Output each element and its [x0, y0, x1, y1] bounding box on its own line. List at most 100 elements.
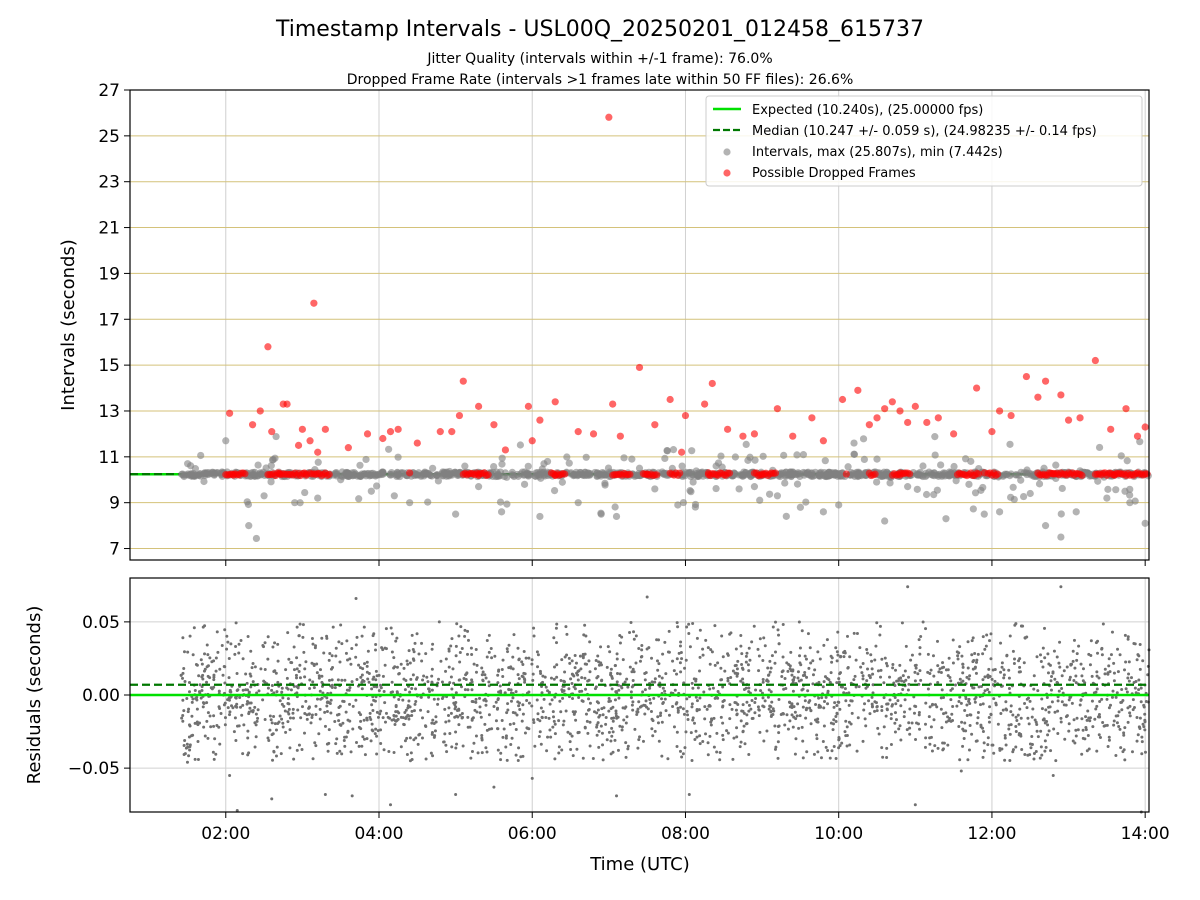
residual-point — [230, 704, 234, 708]
residual-point — [235, 702, 239, 706]
residual-point — [431, 754, 435, 758]
residual-point — [933, 703, 937, 707]
residual-point — [884, 661, 888, 665]
residual-point — [626, 685, 630, 689]
residual-point — [196, 723, 200, 727]
residual-point — [604, 715, 608, 719]
interval-point — [1052, 461, 1060, 469]
residual-point — [748, 658, 752, 662]
residual-point — [624, 741, 628, 745]
residual-outlier-point — [228, 773, 232, 777]
interval-point — [245, 522, 253, 530]
residual-point — [463, 628, 467, 632]
residual-point — [383, 720, 387, 724]
residual-point — [691, 686, 695, 690]
residual-point — [671, 659, 675, 663]
interval-point — [475, 483, 483, 491]
residual-point — [897, 727, 901, 731]
residual-point — [184, 746, 188, 750]
residual-point — [637, 700, 641, 704]
residual-point — [394, 639, 398, 643]
interval-point — [819, 508, 827, 516]
residual-point — [1124, 687, 1128, 691]
interval-point — [850, 450, 859, 458]
residual-point — [1003, 758, 1007, 762]
residual-point — [976, 652, 980, 656]
residual-point — [334, 742, 338, 746]
residual-point — [951, 705, 955, 709]
residual-point — [392, 656, 396, 660]
interval-point — [424, 498, 432, 506]
residual-point — [1018, 670, 1022, 674]
interval-point — [674, 501, 682, 509]
residual-point — [1087, 652, 1091, 656]
residual-point — [565, 653, 569, 657]
residual-point — [566, 730, 570, 734]
residual-point — [855, 631, 859, 635]
residual-point — [346, 658, 350, 662]
dropped-frame-point — [724, 425, 732, 433]
dropped-frame-point — [528, 437, 536, 445]
interval-point — [688, 447, 696, 455]
interval-point — [385, 445, 393, 453]
residual-point — [1065, 665, 1069, 669]
residual-point — [743, 742, 747, 746]
residual-outlier-point — [687, 792, 691, 796]
residual-point — [574, 718, 578, 722]
interval-point — [1141, 519, 1149, 527]
interval-point — [635, 464, 644, 472]
residual-point — [1032, 687, 1036, 691]
residual-point — [1011, 713, 1015, 717]
dropped-frame-point — [241, 470, 249, 478]
residual-point — [1087, 747, 1091, 751]
residual-point — [1114, 695, 1118, 699]
residual-point — [304, 660, 308, 664]
interval-point — [291, 499, 299, 507]
residual-point — [663, 640, 667, 644]
residual-point — [820, 696, 824, 700]
residual-point — [663, 689, 667, 693]
residual-outlier-point — [615, 794, 619, 798]
residual-point — [929, 668, 933, 672]
residual-point — [1122, 748, 1126, 752]
residual-point — [607, 730, 611, 734]
residual-point — [613, 664, 617, 668]
residual-outlier-point — [193, 757, 197, 761]
residual-point — [522, 650, 526, 654]
residual-point — [363, 662, 367, 666]
residual-point — [317, 732, 321, 736]
residual-point — [826, 702, 830, 706]
residual-point — [882, 696, 886, 700]
residual-point — [880, 709, 884, 713]
residual-point — [968, 674, 972, 678]
residual-point — [1100, 653, 1104, 657]
residual-point — [785, 713, 789, 717]
residual-point — [354, 655, 358, 659]
residual-point — [710, 718, 714, 722]
residual-point — [530, 704, 534, 708]
residual-point — [832, 722, 836, 726]
residual-point — [631, 667, 635, 671]
residual-point — [496, 697, 500, 701]
residual-point — [1112, 719, 1116, 723]
x-tick-label: 06:00 — [508, 824, 557, 844]
residual-point — [209, 725, 213, 729]
residual-point — [914, 737, 918, 741]
residual-point — [195, 720, 199, 724]
residual-point — [480, 734, 484, 738]
residual-point — [733, 664, 737, 668]
residual-point — [555, 622, 559, 626]
residual-point — [1071, 739, 1075, 743]
residual-point — [702, 690, 706, 694]
interval-point — [686, 487, 694, 495]
residual-point — [721, 733, 725, 737]
interval-point — [1103, 494, 1111, 502]
interval-point — [844, 463, 852, 471]
residual-point — [549, 735, 553, 739]
legend: Expected (10.240s), (25.00000 fps) Media… — [705, 95, 1143, 187]
residual-point — [397, 672, 401, 676]
residual-point — [195, 663, 199, 667]
residual-point — [280, 690, 284, 694]
residual-point — [386, 715, 390, 719]
residual-point — [588, 720, 592, 724]
